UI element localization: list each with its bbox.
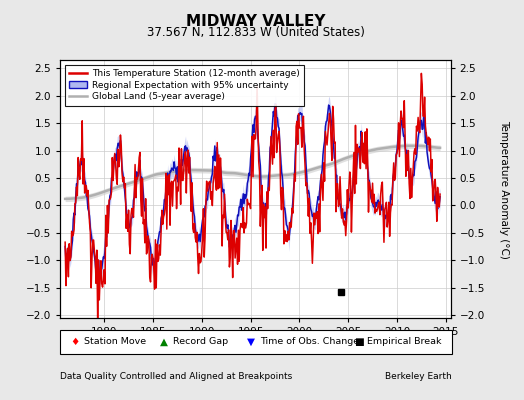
- Text: Berkeley Earth: Berkeley Earth: [385, 372, 452, 381]
- Text: ■: ■: [354, 337, 364, 347]
- Text: ▲: ▲: [160, 337, 168, 347]
- Text: 37.567 N, 112.833 W (United States): 37.567 N, 112.833 W (United States): [147, 26, 365, 38]
- Text: ♦: ♦: [71, 337, 80, 347]
- Text: Station Move: Station Move: [84, 338, 146, 346]
- Text: MIDWAY VALLEY: MIDWAY VALLEY: [186, 14, 325, 30]
- Text: Time of Obs. Change: Time of Obs. Change: [260, 338, 359, 346]
- Text: ▼: ▼: [247, 337, 255, 347]
- Legend: This Temperature Station (12-month average), Regional Expectation with 95% uncer: This Temperature Station (12-month avera…: [65, 64, 304, 106]
- Text: Data Quality Controlled and Aligned at Breakpoints: Data Quality Controlled and Aligned at B…: [60, 372, 292, 381]
- Text: Record Gap: Record Gap: [173, 338, 228, 346]
- Y-axis label: Temperature Anomaly (°C): Temperature Anomaly (°C): [499, 120, 509, 258]
- Text: Empirical Break: Empirical Break: [367, 338, 441, 346]
